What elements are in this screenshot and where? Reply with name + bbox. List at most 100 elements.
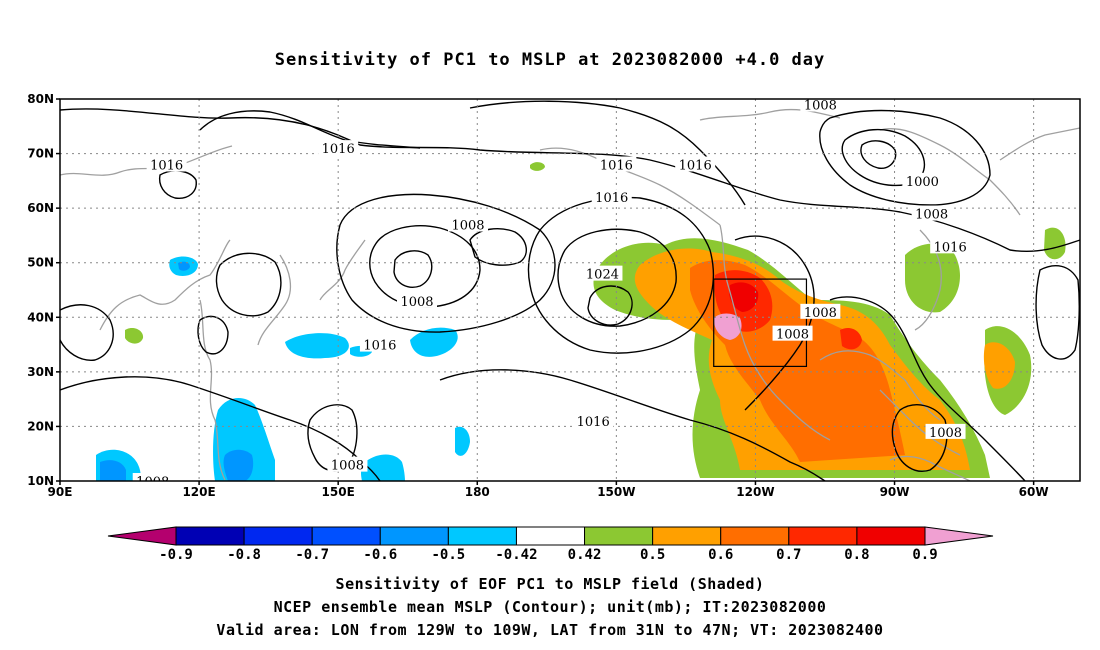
- contour-label: 1000: [906, 175, 939, 190]
- colorbar-label: -0.7: [295, 547, 329, 563]
- colorbar-label: 0.6: [708, 547, 733, 563]
- colorbar-box: [788, 526, 858, 546]
- sensitivity-shading: [530, 162, 545, 171]
- lon-tick-label: 120E: [182, 485, 215, 499]
- sensitivity-shading: [1044, 227, 1066, 260]
- colorbar-label: -0.42: [495, 547, 537, 563]
- contour-label-bg: [359, 336, 400, 352]
- mslp-contour: [469, 228, 527, 266]
- contour-label-bg: [930, 238, 971, 254]
- colorbar-label: 0.7: [776, 547, 801, 563]
- mslp-contour: [369, 225, 481, 308]
- colorbar-box: [447, 526, 517, 546]
- contour-label-bg: [596, 156, 637, 172]
- sensitivity-shading: [125, 327, 144, 344]
- lat-tick-label: 30N: [27, 365, 54, 379]
- mslp-contour: [819, 109, 991, 206]
- lon-tick-label: 90W: [880, 485, 910, 499]
- sensitivity-shading: [729, 282, 759, 312]
- caption-line-2: NCEP ensemble mean MSLP (Contour); unit(…: [273, 598, 827, 616]
- coastline: [539, 147, 721, 226]
- mslp-contour: [60, 304, 114, 361]
- sensitivity-shading: [840, 328, 862, 350]
- sensitivity-shading: [983, 342, 1015, 389]
- coastline: [819, 350, 941, 421]
- colorbar-box: [175, 526, 245, 546]
- contour-label: 1008: [915, 208, 948, 223]
- mslp-contour: [891, 404, 948, 472]
- lat-tick-label: 20N: [27, 419, 54, 433]
- mslp-contour: [393, 250, 433, 288]
- lon-tick-label: 180: [465, 485, 490, 499]
- map-plot-area: 1008 1016 1016 1016 1016 1000 1016 1008 1008 1016…: [60, 98, 1080, 490]
- graticule: [60, 99, 1080, 481]
- contour-label: 1008: [804, 98, 837, 113]
- lon-tick-label: 150W: [597, 485, 635, 499]
- mslp-contour: [557, 228, 677, 327]
- lon-tick-label: 150E: [322, 485, 355, 499]
- colorbar-label: 0.8: [844, 547, 869, 563]
- colorbar-box: [584, 526, 654, 546]
- contour-label-bg: [582, 265, 623, 281]
- contour-label-bg: [132, 473, 173, 481]
- colorbar-label: -0.8: [227, 547, 261, 563]
- mslp-contour: [860, 140, 897, 169]
- contour-label-bg: [902, 172, 943, 188]
- sensitivity-shading: [285, 333, 349, 359]
- colorbar-label: -0.9: [159, 547, 193, 563]
- lat-tick-label: 50N: [27, 256, 54, 270]
- sensitivity-shading: [361, 454, 405, 481]
- contour-label-bg: [772, 325, 813, 341]
- caption-line-3: Valid area: LON from 129W to 109W, LAT f…: [216, 621, 884, 639]
- colorbar-box: [379, 526, 449, 546]
- colorbar-box: [515, 526, 586, 546]
- colorbar-arrow-low: [107, 526, 177, 546]
- contour-label-bg: [318, 140, 359, 156]
- valid-area-box: [713, 278, 808, 368]
- contour-label: 1016: [679, 158, 712, 173]
- colorbar-box: [720, 526, 790, 546]
- lat-tick-label: 70N: [27, 147, 54, 161]
- lon-tick-label: 60W: [1019, 485, 1049, 499]
- mslp-contour: [829, 296, 1026, 481]
- contour-label: 1016: [934, 240, 967, 255]
- sensitivity-shading: [178, 261, 190, 271]
- mslp-contour: [199, 110, 421, 149]
- contour-label: 1016: [150, 158, 183, 173]
- caption-line-1: Sensitivity of EOF PC1 to MSLP field (Sh…: [335, 575, 765, 593]
- colorbar-label: -0.6: [363, 547, 397, 563]
- mslp-contour: [1035, 264, 1080, 360]
- contour-label-bg: [397, 292, 437, 308]
- mslp-contour: [527, 196, 715, 354]
- contour-label: 1024: [586, 268, 619, 283]
- lat-tick-label: 40N: [27, 310, 54, 324]
- contour-label-bg: [573, 412, 614, 428]
- contour-label-bg: [591, 189, 632, 205]
- contour-label-bg: [146, 156, 187, 172]
- colorbar-arrow-high: [924, 526, 994, 546]
- lat-tick-label: 60N: [27, 201, 54, 215]
- coastline: [999, 127, 1080, 161]
- coastline: [319, 239, 366, 301]
- coastline: [879, 128, 1021, 216]
- contour-label: 1008: [136, 475, 169, 490]
- mslp-contour: [439, 369, 826, 481]
- mslp-contour: [587, 285, 633, 326]
- colorbar-label: 0.5: [640, 547, 665, 563]
- mslp-contour: [469, 100, 746, 206]
- sensitivity-shading: [410, 327, 458, 357]
- lat-tick-label: 10N: [27, 474, 54, 488]
- contour-label: 1008: [400, 295, 433, 310]
- colorbar-label: 0.9: [912, 547, 937, 563]
- colorbar-label: -0.5: [432, 547, 466, 563]
- coastline: [257, 254, 292, 346]
- chart-title: Sensitivity of PC1 to MSLP at 2023082000…: [274, 50, 826, 70]
- contour-label: 1008: [929, 426, 962, 441]
- coastline: [719, 224, 831, 441]
- mslp-contour: [336, 193, 556, 333]
- sensitivity-map: 1008 1016 1016 1016 1016 1000 1016 1008 1008 1016…: [27, 92, 1081, 499]
- contour-label: 1008: [776, 328, 809, 343]
- contour-label-bg: [448, 216, 488, 232]
- contour-label: 1008: [804, 306, 837, 321]
